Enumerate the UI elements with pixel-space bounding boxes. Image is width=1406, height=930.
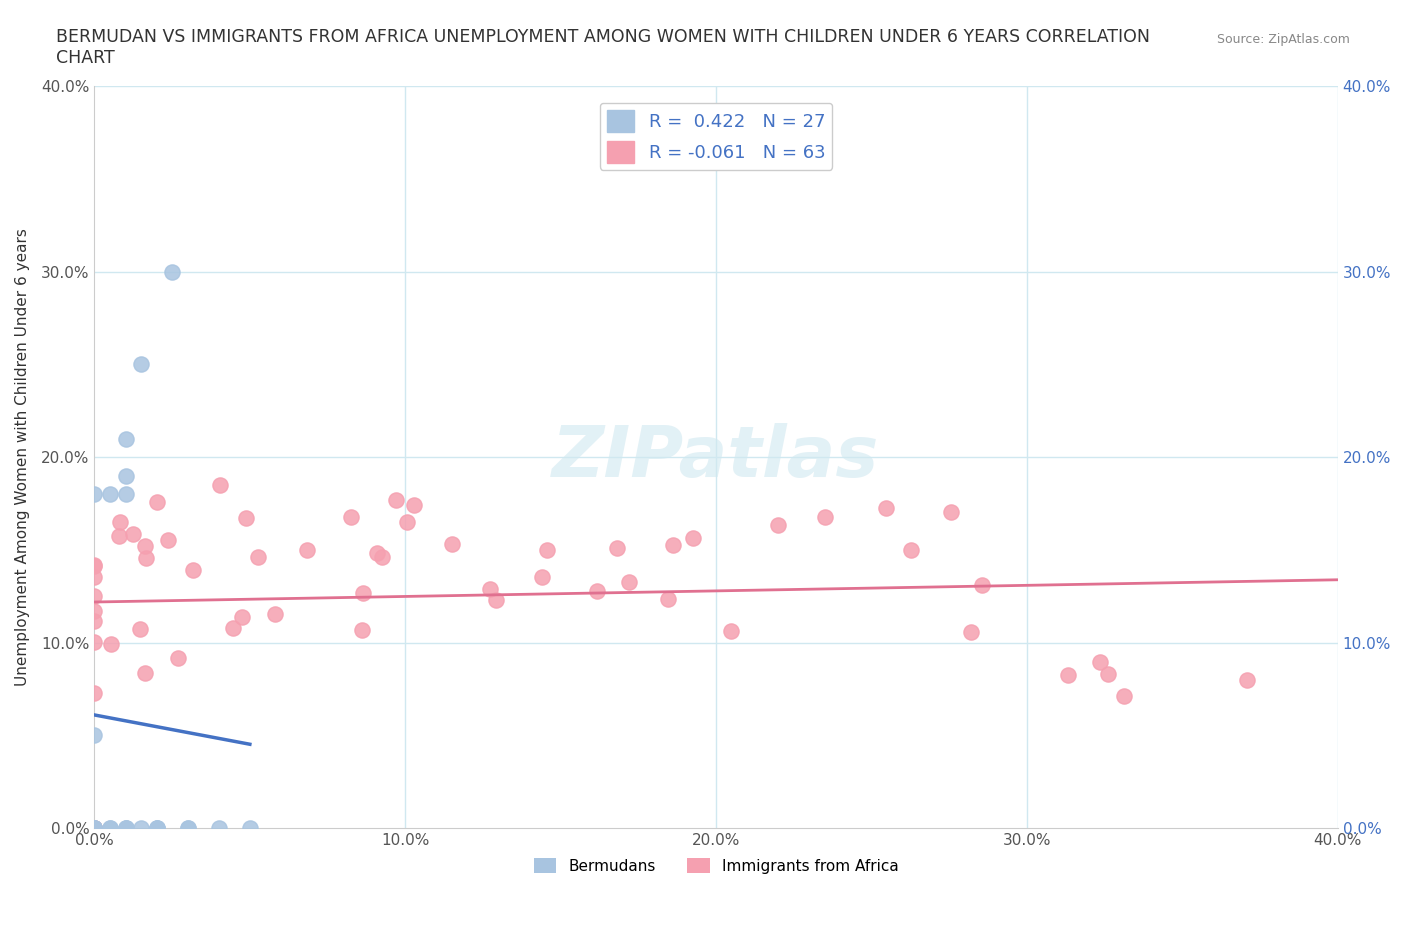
Point — [83, 685, 105, 700]
Point — [900, 543, 922, 558]
Point — [135, 551, 157, 565]
Point — [441, 537, 464, 551]
Point — [146, 495, 169, 510]
Point — [98, 820, 121, 835]
Point — [959, 625, 981, 640]
Point — [177, 820, 200, 835]
Point — [100, 636, 122, 651]
Point — [145, 820, 167, 835]
Point — [110, 514, 132, 529]
Point — [83, 728, 105, 743]
Point — [83, 820, 105, 835]
Point — [83, 614, 105, 629]
Point — [83, 588, 105, 603]
Point — [662, 538, 685, 552]
Point — [972, 578, 994, 592]
Point — [83, 570, 105, 585]
Point — [83, 820, 105, 835]
Point — [264, 606, 287, 621]
Point — [83, 558, 105, 573]
Point — [83, 820, 105, 835]
Point — [114, 820, 136, 835]
Point — [83, 559, 105, 574]
Point — [939, 505, 962, 520]
Point — [122, 527, 145, 542]
Point — [83, 634, 105, 649]
Point — [128, 622, 150, 637]
Point — [98, 820, 121, 835]
Point — [682, 530, 704, 545]
Point — [208, 820, 231, 835]
Point — [134, 666, 156, 681]
Point — [114, 468, 136, 483]
Point — [1114, 688, 1136, 703]
Point — [83, 820, 105, 835]
Point — [395, 514, 418, 529]
Point — [156, 533, 179, 548]
Point — [352, 585, 374, 600]
Point — [875, 500, 897, 515]
Point — [114, 432, 136, 446]
Point — [114, 820, 136, 835]
Point — [83, 820, 105, 835]
Point — [129, 357, 152, 372]
Point — [160, 264, 183, 279]
Point — [83, 604, 105, 618]
Point — [246, 550, 269, 565]
Point — [297, 543, 319, 558]
Point — [478, 582, 501, 597]
Point — [177, 820, 200, 835]
Point — [83, 820, 105, 835]
Point — [134, 539, 156, 554]
Point — [1090, 655, 1112, 670]
Point — [83, 820, 105, 835]
Point — [371, 550, 394, 565]
Point — [404, 498, 426, 512]
Point — [235, 511, 257, 525]
Point — [1057, 668, 1080, 683]
Point — [814, 510, 837, 525]
Point — [114, 486, 136, 501]
Point — [617, 574, 640, 589]
Point — [166, 651, 188, 666]
Point — [657, 591, 679, 606]
Point — [385, 492, 408, 507]
Point — [145, 820, 167, 835]
Point — [222, 620, 245, 635]
Point — [531, 569, 554, 584]
Y-axis label: Unemployment Among Women with Children Under 6 years: Unemployment Among Women with Children U… — [15, 228, 30, 686]
Text: BERMUDAN VS IMMIGRANTS FROM AFRICA UNEMPLOYMENT AMONG WOMEN WITH CHILDREN UNDER : BERMUDAN VS IMMIGRANTS FROM AFRICA UNEMP… — [56, 28, 1150, 67]
Point — [83, 486, 105, 501]
Point — [536, 542, 558, 557]
Point — [339, 509, 361, 524]
Point — [350, 623, 373, 638]
Point — [766, 517, 789, 532]
Point — [366, 546, 388, 561]
Point — [181, 563, 204, 578]
Point — [586, 583, 609, 598]
Point — [1097, 666, 1119, 681]
Point — [83, 820, 105, 835]
Point — [114, 820, 136, 835]
Legend: Bermudans, Immigrants from Africa: Bermudans, Immigrants from Africa — [527, 852, 904, 880]
Point — [1236, 673, 1258, 688]
Point — [485, 592, 508, 607]
Point — [129, 820, 152, 835]
Text: ZIPatlas: ZIPatlas — [553, 422, 880, 492]
Point — [145, 820, 167, 835]
Point — [108, 528, 131, 543]
Point — [209, 477, 232, 492]
Point — [606, 540, 628, 555]
Point — [98, 486, 121, 501]
Point — [83, 820, 105, 835]
Text: Source: ZipAtlas.com: Source: ZipAtlas.com — [1216, 33, 1350, 46]
Point — [239, 820, 262, 835]
Point — [231, 609, 253, 624]
Point — [720, 624, 742, 639]
Point — [83, 820, 105, 835]
